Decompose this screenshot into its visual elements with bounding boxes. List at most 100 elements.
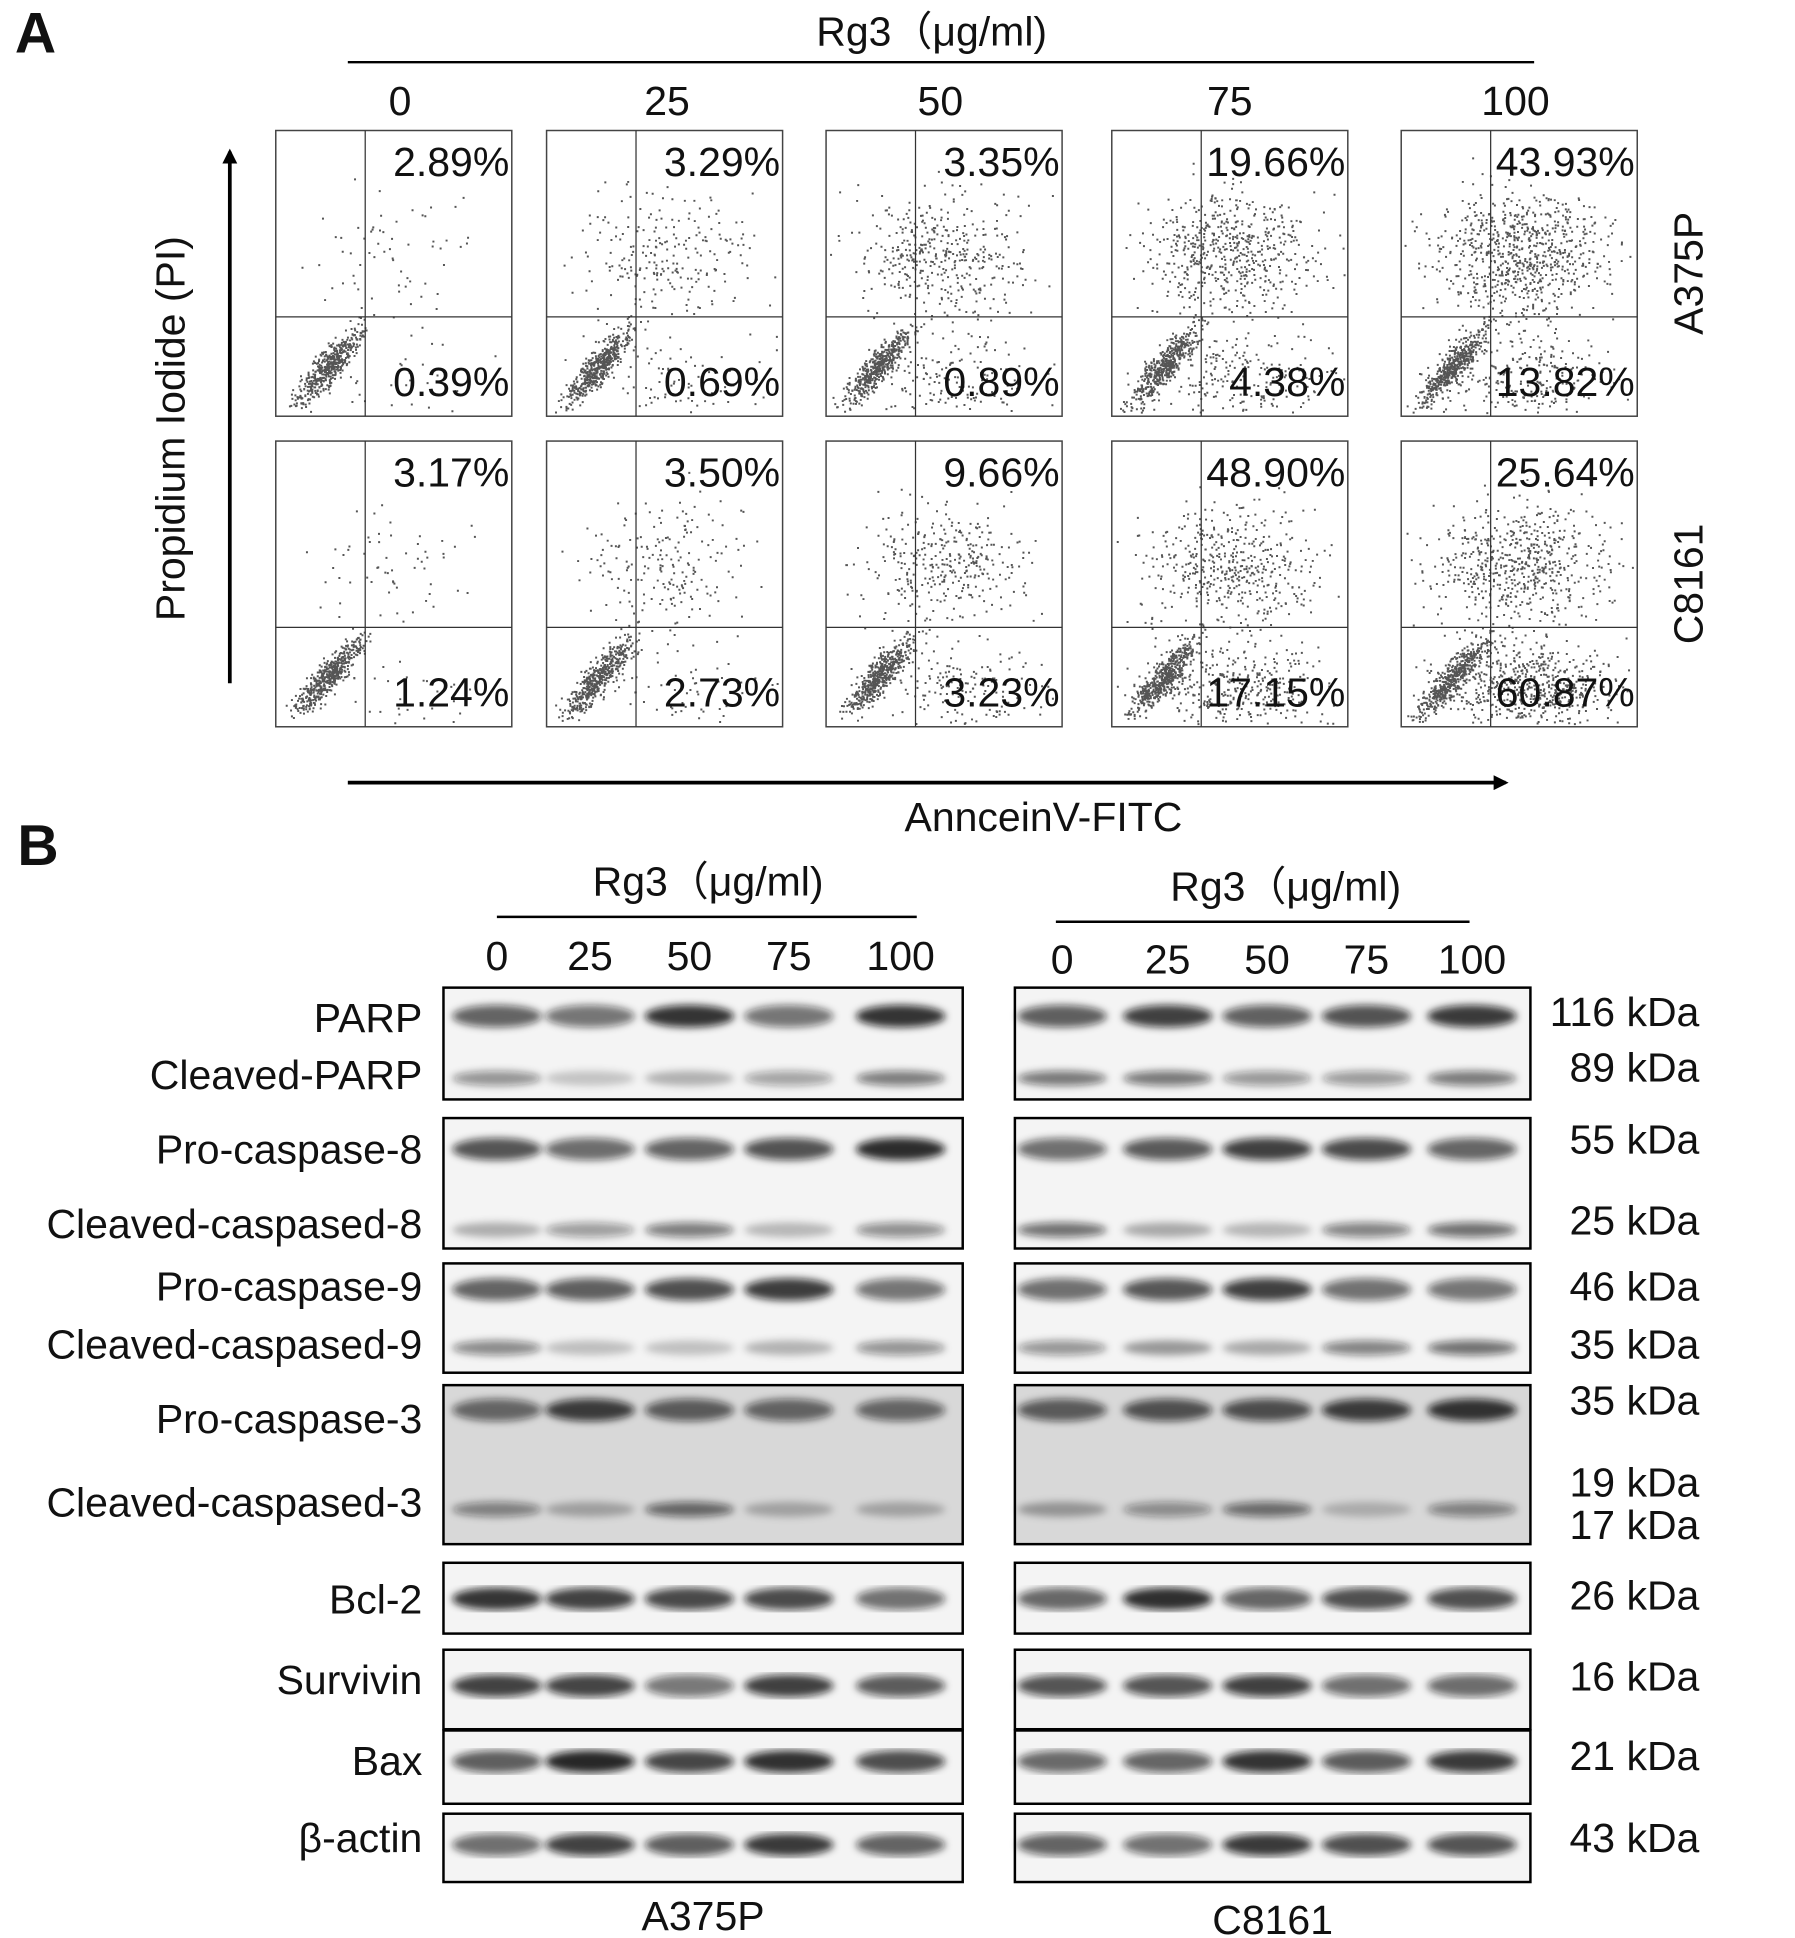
blot-band <box>1122 1750 1213 1773</box>
blot-band <box>1122 1278 1213 1301</box>
blot-band <box>545 1005 635 1028</box>
blot-band <box>452 1278 542 1301</box>
blot-band <box>855 1005 946 1028</box>
dose-label: 50 <box>918 78 964 124</box>
blot-band <box>855 1137 946 1161</box>
blot-band <box>855 1278 946 1301</box>
blot-band <box>1427 1674 1517 1697</box>
flow-dots <box>555 471 779 724</box>
blot-band <box>1017 1278 1107 1301</box>
flow-dots <box>1116 486 1340 726</box>
percent-lower-right: 2.73% <box>664 670 780 716</box>
percent-lower-right: 4.38% <box>1229 359 1345 405</box>
blot-band <box>744 1340 834 1356</box>
blot-band <box>1222 1833 1312 1856</box>
blot-band <box>644 1137 735 1161</box>
size-label: 55 kDa <box>1569 1117 1699 1163</box>
size-label: 26 kDa <box>1569 1573 1699 1619</box>
dose-label: 25 <box>644 78 690 124</box>
blot-band <box>855 1340 946 1356</box>
flow-plot <box>545 129 784 417</box>
flow-plot <box>545 440 784 728</box>
blot-band <box>744 1674 834 1697</box>
blot-band <box>1222 1750 1312 1773</box>
blot-band <box>1017 1005 1107 1028</box>
blot-band <box>1321 1005 1412 1028</box>
flow-dots <box>830 170 1056 413</box>
percent-lower-right: 0.69% <box>664 359 780 405</box>
blot-band <box>452 1750 542 1773</box>
blot-band <box>452 1674 542 1697</box>
blot-band <box>644 1278 735 1301</box>
blot-band <box>1122 1070 1213 1086</box>
blot-band <box>744 1398 834 1422</box>
percent-upper-right: 25.64% <box>1496 450 1635 496</box>
band-group <box>1017 1587 1517 1610</box>
percent-upper-right: 3.35% <box>943 139 1059 185</box>
blot-band <box>744 1750 834 1773</box>
blot-band <box>1222 1137 1312 1161</box>
blot-band <box>644 1674 735 1697</box>
percent-upper-right: 43.93% <box>1496 139 1635 185</box>
dose-label: 100 <box>1481 78 1549 124</box>
band-group <box>452 1674 946 1697</box>
blot-band <box>452 1587 542 1610</box>
blot-band <box>452 1340 542 1356</box>
size-label: 35 kDa <box>1569 1378 1699 1424</box>
blot-band <box>1427 1833 1517 1856</box>
dose-label: 100 <box>1438 937 1506 983</box>
blot-band <box>1321 1501 1412 1517</box>
blot-band <box>1321 1137 1412 1161</box>
blot-band <box>744 1137 834 1161</box>
band-group <box>1017 1278 1517 1356</box>
protein-label: β-actin <box>299 1815 423 1861</box>
blot-band <box>1122 1398 1213 1422</box>
flow-dots <box>288 178 497 413</box>
percent-lower-right: 0.89% <box>943 359 1059 405</box>
blot-band <box>452 1070 542 1086</box>
blot-band <box>1017 1137 1107 1161</box>
blot-band <box>855 1674 946 1697</box>
protein-label: Cleaved-caspased-9 <box>46 1322 422 1368</box>
blot-band <box>644 1750 735 1773</box>
cell-line-label: C8161 <box>1666 524 1712 645</box>
blot-band <box>1321 1750 1412 1773</box>
blot-band <box>1017 1398 1107 1422</box>
dose-label: 50 <box>667 933 713 979</box>
size-label: 35 kDa <box>1569 1322 1699 1368</box>
blot-band <box>1122 1833 1213 1856</box>
panel-label: B <box>17 814 58 878</box>
blot-band <box>545 1137 635 1161</box>
blot-band <box>644 1070 735 1086</box>
blot-band <box>1427 1070 1517 1086</box>
flow-dots <box>285 504 476 725</box>
size-label: 25 kDa <box>1569 1197 1699 1243</box>
blot-band <box>1122 1674 1213 1697</box>
dose-label: 100 <box>866 933 934 979</box>
dose-label: 50 <box>1244 937 1290 983</box>
y-axis-label: Propidium Iodide (PI) <box>148 236 194 621</box>
blot-band <box>545 1070 635 1086</box>
percent-lower-right: 60.87% <box>1496 670 1635 716</box>
band-group <box>1017 1005 1517 1086</box>
blot-band <box>1321 1587 1412 1610</box>
protein-label: Cleaved-caspased-3 <box>46 1479 422 1525</box>
blot-band <box>1222 1222 1312 1238</box>
blot-band <box>744 1501 834 1517</box>
band-group <box>452 1278 946 1356</box>
blot-band <box>855 1587 946 1610</box>
blot-band <box>1222 1398 1312 1422</box>
blot-band <box>1427 1340 1517 1356</box>
flow-plot <box>825 440 1063 728</box>
dose-label: 0 <box>1051 937 1074 983</box>
band-group <box>1017 1137 1517 1238</box>
blot-band <box>1017 1587 1107 1610</box>
blot-band <box>545 1674 635 1697</box>
treatment-title: Rg3（μg/ml) <box>816 9 1047 55</box>
blot-band <box>1427 1398 1517 1422</box>
percent-upper-right: 3.29% <box>664 139 780 185</box>
blot-band <box>744 1587 834 1610</box>
blot-band <box>1017 1833 1107 1856</box>
size-label: 16 kDa <box>1569 1653 1699 1699</box>
